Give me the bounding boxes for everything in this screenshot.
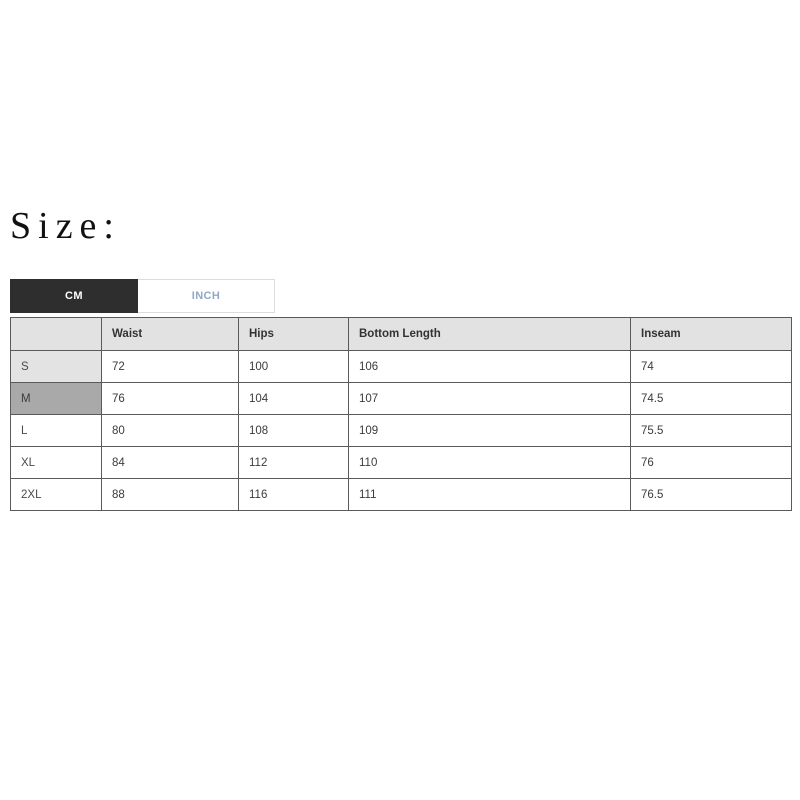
cell-inseam: 76 [630, 446, 792, 479]
unit-tab-bar: CM INCH [10, 279, 275, 313]
table-row[interactable]: S 72 100 106 74 [10, 350, 792, 383]
cell-waist: 80 [101, 414, 239, 447]
tab-cm[interactable]: CM [10, 279, 138, 313]
cell-size: 2XL [10, 478, 102, 511]
column-header-bottom-length: Bottom Length [348, 317, 631, 351]
cell-size: M [10, 382, 102, 415]
table-row[interactable]: XL 84 112 110 76 [10, 446, 792, 479]
table-row[interactable]: L 80 108 109 75.5 [10, 414, 792, 447]
cell-size: L [10, 414, 102, 447]
cell-inseam: 75.5 [630, 414, 792, 447]
page-title: Size: [10, 205, 121, 247]
cell-inseam: 74.5 [630, 382, 792, 415]
column-header-size [10, 317, 102, 351]
tab-inch[interactable]: INCH [138, 279, 275, 313]
cell-waist: 72 [101, 350, 239, 383]
cell-hips: 116 [238, 478, 349, 511]
table-row[interactable]: M 76 104 107 74.5 [10, 382, 792, 415]
cell-hips: 112 [238, 446, 349, 479]
cell-hips: 100 [238, 350, 349, 383]
cell-size: XL [10, 446, 102, 479]
column-header-inseam: Inseam [630, 317, 792, 351]
size-chart-table: Waist Hips Bottom Length Inseam S 72 100… [10, 317, 792, 511]
table-row[interactable]: 2XL 88 116 111 76.5 [10, 478, 792, 511]
cell-bottom-length: 107 [348, 382, 631, 415]
cell-size: S [10, 350, 102, 383]
cell-hips: 104 [238, 382, 349, 415]
column-header-waist: Waist [101, 317, 239, 351]
cell-bottom-length: 106 [348, 350, 631, 383]
cell-waist: 88 [101, 478, 239, 511]
column-header-hips: Hips [238, 317, 349, 351]
cell-waist: 76 [101, 382, 239, 415]
table-header-row: Waist Hips Bottom Length Inseam [10, 317, 792, 351]
cell-bottom-length: 109 [348, 414, 631, 447]
cell-bottom-length: 111 [348, 478, 631, 511]
cell-bottom-length: 110 [348, 446, 631, 479]
cell-hips: 108 [238, 414, 349, 447]
cell-inseam: 76.5 [630, 478, 792, 511]
cell-inseam: 74 [630, 350, 792, 383]
cell-waist: 84 [101, 446, 239, 479]
